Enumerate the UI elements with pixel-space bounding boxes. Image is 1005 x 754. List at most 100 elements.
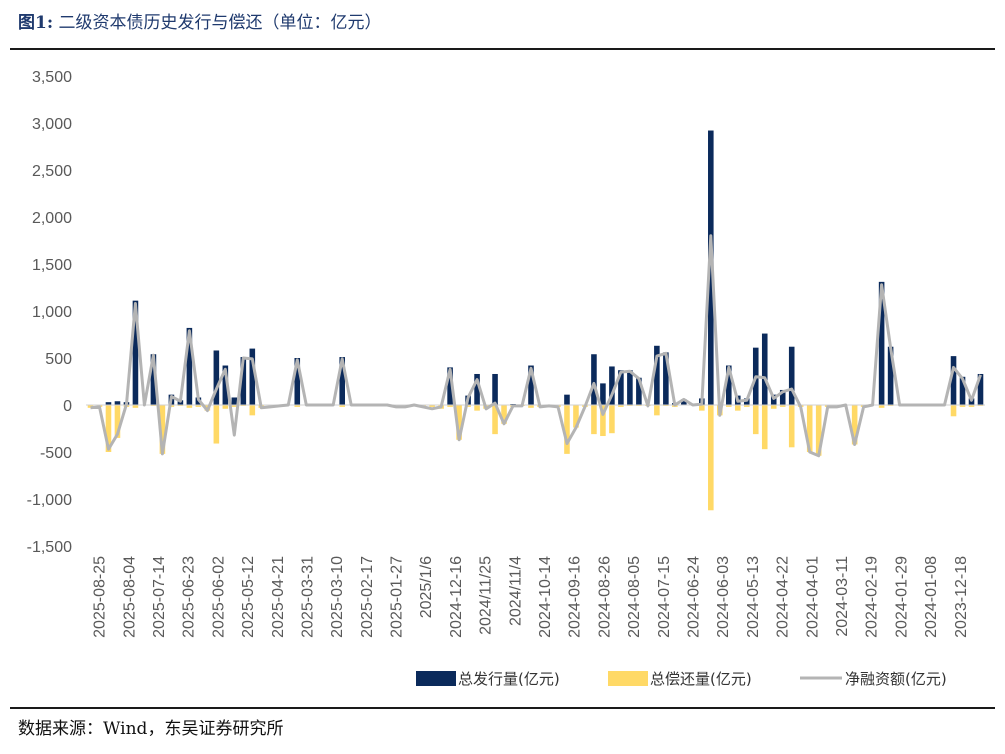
repay-bar	[249, 405, 256, 416]
repay-bar	[465, 405, 471, 407]
issue-bar	[950, 356, 957, 405]
repay-bar	[222, 405, 229, 409]
issue-bar	[636, 377, 642, 405]
repay-bar	[429, 405, 435, 407]
issue-bar	[474, 373, 480, 405]
repay-bar	[950, 405, 957, 417]
repay-bar	[699, 405, 705, 411]
issue-bar	[249, 348, 256, 405]
issue-bar	[618, 370, 624, 405]
repay-bar	[159, 405, 166, 454]
repay-bar	[968, 405, 975, 407]
y-tick-label: 3,000	[32, 116, 72, 133]
x-tick-label: 2024-06-24	[686, 556, 703, 638]
repay-bar	[743, 405, 750, 407]
x-tick-label: 2025-05-12	[240, 556, 257, 638]
issue-bar	[240, 357, 247, 405]
issue-bar	[213, 350, 220, 405]
issue-bar	[627, 370, 633, 405]
net-series	[90, 234, 982, 458]
issue-bar	[708, 130, 714, 405]
x-tick-label: 2025-03-10	[329, 556, 346, 638]
issue-bar	[788, 346, 795, 405]
x-tick-label: 2024-04-01	[804, 556, 821, 638]
x-tick-label: 2024-09-16	[567, 556, 584, 638]
issue-bar	[222, 365, 229, 405]
y-tick-label: 2,500	[32, 163, 72, 180]
issue-bar	[977, 373, 984, 405]
repay-bar	[600, 405, 606, 437]
y-tick-label: 1,500	[32, 257, 72, 274]
repay-bar	[779, 405, 786, 407]
issue-bar	[761, 333, 768, 405]
x-axis: 2025-08-25 2025-08-04 2025-07-14 2025-06-23…	[92, 556, 970, 638]
repay-bar	[752, 405, 759, 435]
repay-bar	[618, 405, 624, 407]
x-tick-label: 2024-07-15	[656, 556, 673, 638]
repay-bar	[725, 405, 732, 407]
x-tick-label: 2025-04-21	[270, 556, 287, 638]
repay-bar	[195, 405, 202, 407]
issue-bar	[663, 352, 669, 405]
x-tick-label: 2024-02-19	[864, 556, 881, 638]
issue-series	[105, 130, 984, 405]
y-tick-label: 3,500	[32, 69, 72, 86]
issue-bar	[339, 357, 346, 405]
x-tick-label: 2024-06-03	[715, 556, 732, 638]
issue-bar	[779, 389, 786, 405]
legend: 总发行量(亿元) 总偿还量(亿元) 净融资额(亿元)	[416, 670, 947, 688]
y-tick-label: -500	[40, 445, 72, 462]
x-tick-label: 2024-05-13	[745, 556, 762, 638]
x-tick-label: 2025-07-14	[151, 556, 168, 638]
repay-bar	[186, 405, 193, 408]
y-tick-label: 1,000	[32, 304, 72, 321]
x-tick-label: 2025-06-23	[181, 556, 198, 638]
legend-label-repay: 总偿还量(亿元)	[650, 670, 752, 688]
issue-bar	[492, 373, 498, 405]
issue-bar	[878, 281, 885, 405]
x-tick-label: 2025-03-31	[299, 556, 316, 638]
x-tick-label: 2024-08-26	[596, 556, 613, 638]
repay-bar	[806, 405, 813, 452]
repay-bar	[114, 405, 121, 438]
repay-bar	[213, 405, 220, 444]
issue-bar	[294, 358, 301, 405]
top-divider	[10, 48, 995, 50]
repay-bar	[654, 405, 660, 416]
x-tick-label: 2024-01-08	[923, 556, 940, 638]
repay-bar	[456, 405, 462, 440]
bottom-divider	[10, 707, 995, 709]
figure-label: 图1:	[18, 13, 54, 33]
issue-bar	[609, 366, 615, 405]
issue-bar	[105, 402, 112, 405]
repay-bar	[770, 405, 777, 409]
figure-title: 图1: 二级资本债历史发行与偿还（单位：亿元）	[18, 8, 382, 34]
x-tick-label: 2024-10-14	[537, 556, 554, 638]
repay-bar	[492, 405, 498, 435]
repay-bar	[105, 405, 112, 452]
repay-bar	[609, 405, 615, 434]
issue-bar	[564, 394, 570, 405]
issue-bar	[186, 327, 193, 405]
x-tick-label: 2025-08-25	[92, 556, 109, 638]
x-tick-label: 2024-08-05	[626, 556, 643, 638]
legend-label-issue: 总发行量(亿元)	[458, 670, 560, 688]
x-tick-label: 2024-04-22	[775, 556, 792, 638]
y-tick-label: -1,500	[27, 539, 72, 556]
figure-title-text: 二级资本债历史发行与偿还（单位：亿元）	[58, 13, 382, 33]
repay-bar	[501, 405, 507, 424]
repay-bar	[339, 405, 346, 407]
repay-bar	[708, 405, 714, 511]
issue-bar	[600, 383, 606, 405]
issue-bar	[725, 365, 732, 405]
repay-bar	[564, 405, 570, 454]
x-tick-label: 2025-01-27	[389, 556, 406, 638]
y-tick-label: 0	[63, 398, 72, 415]
y-axis: 3,500 3,000 2,500 2,000 1,500 1,000 500 0 -500 -1…	[27, 69, 72, 556]
x-tick-label: 2024-01-29	[893, 556, 910, 638]
x-tick-label: 2023-12-18	[953, 556, 970, 638]
repay-bar	[573, 405, 579, 428]
repay-bar	[815, 405, 822, 456]
repay-bar	[447, 405, 453, 407]
issue-bar	[591, 354, 597, 405]
